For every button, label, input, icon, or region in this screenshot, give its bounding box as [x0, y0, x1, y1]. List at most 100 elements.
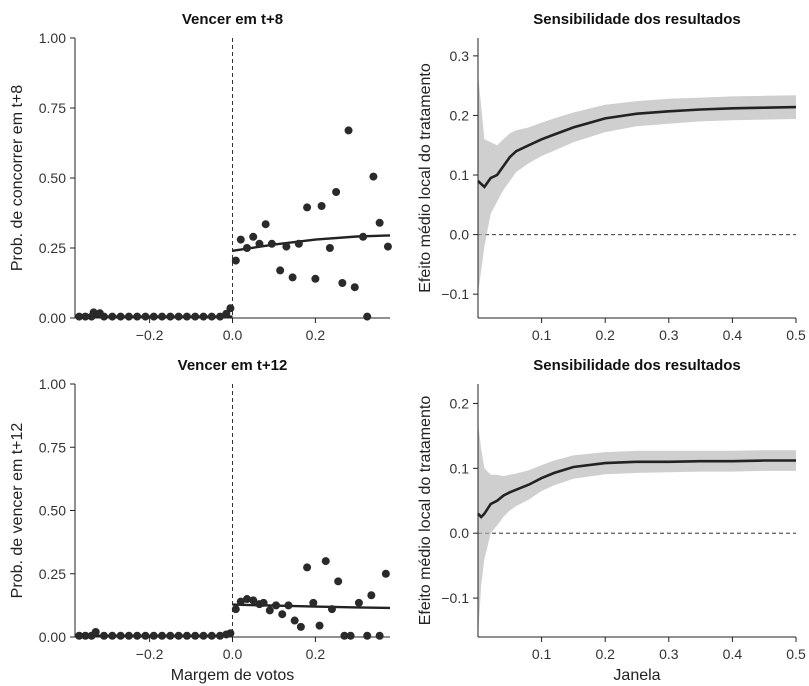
data-point [236, 235, 245, 244]
y-tick-label: 0.25 [39, 566, 66, 582]
data-point [332, 188, 341, 196]
data-point [75, 631, 84, 640]
y-tick-label: 0.2 [450, 395, 470, 411]
y-tick-label: 0.0 [450, 525, 470, 541]
data-point [236, 597, 245, 606]
x-tick-label: 0.1 [532, 646, 552, 662]
data-point [255, 239, 264, 248]
chart-title: Sensibilidade dos resultados [533, 357, 741, 374]
data-point [216, 631, 225, 640]
x-tick-label: 0.5 [786, 646, 806, 662]
data-point [294, 239, 303, 248]
data-point [363, 312, 372, 321]
data-point [311, 274, 320, 283]
data-point [259, 598, 268, 607]
data-point [340, 631, 349, 640]
data-point [81, 312, 90, 321]
data-point [369, 172, 378, 181]
data-point [267, 239, 276, 248]
data-point [91, 627, 100, 636]
data-point [354, 598, 363, 607]
data-point [303, 563, 312, 572]
x-tick-label: 0.2 [306, 646, 326, 662]
y-axis-label: Prob. de concorrer em t+8 [9, 85, 26, 271]
x-tick-label: −0.2 [136, 327, 164, 343]
data-point [149, 631, 158, 640]
data-point [182, 312, 191, 321]
data-point [124, 631, 133, 640]
data-point [278, 610, 287, 619]
data-point [383, 242, 392, 251]
data-point [231, 605, 240, 614]
data-point [166, 312, 175, 321]
data-point [288, 273, 297, 282]
panel-vencer-t12: Vencer em t+12 Prob. de vencer em t+12 Mar… [9, 357, 391, 684]
data-point [207, 312, 216, 321]
data-point [309, 598, 318, 607]
data-point [158, 631, 167, 640]
chart-title: Vencer em t+12 [178, 357, 288, 374]
y-tick-label: 0.75 [39, 100, 66, 116]
data-point [249, 232, 258, 241]
data-point [284, 601, 293, 610]
y-tick-label: 0.00 [39, 629, 66, 645]
y-tick-label: −0.1 [441, 286, 469, 302]
data-point [381, 569, 390, 578]
x-tick-label: −0.2 [136, 646, 164, 662]
data-point [261, 220, 270, 229]
data-point [243, 244, 252, 252]
data-point [226, 304, 235, 313]
x-tick-label: 0.4 [723, 327, 743, 343]
data-point [334, 577, 343, 586]
data-point [191, 631, 200, 640]
data-point [100, 631, 109, 640]
data-point [276, 266, 285, 275]
chart-title: Sensibilidade dos resultados [533, 11, 741, 28]
y-tick-label: 0.0 [450, 227, 470, 243]
y-tick-label: 0.1 [450, 460, 470, 476]
data-point [116, 631, 125, 640]
y-tick-label: 0.50 [39, 170, 66, 186]
data-point [100, 312, 109, 321]
confidence-band [478, 422, 796, 637]
confidence-band [478, 73, 796, 295]
x-tick-label: 0.5 [786, 327, 806, 343]
x-tick-label: 0.4 [723, 646, 743, 662]
data-point [75, 312, 84, 321]
data-point [89, 308, 98, 317]
data-point [199, 312, 208, 321]
data-point [243, 595, 252, 604]
data-point [141, 631, 150, 640]
x-tick-label: 0.0 [223, 327, 243, 343]
x-tick-label: 0.3 [659, 646, 679, 662]
y-tick-label: 0.25 [39, 240, 66, 256]
y-tick-label: 1.00 [39, 376, 66, 392]
data-point [272, 601, 281, 610]
data-point [133, 631, 142, 640]
y-tick-label: 0.3 [450, 48, 470, 64]
data-point [375, 218, 384, 227]
data-point [222, 309, 231, 318]
data-point [321, 557, 330, 566]
x-tick-label: 0.0 [223, 646, 243, 662]
data-point [226, 629, 235, 638]
data-point [199, 631, 208, 640]
data-point [265, 606, 274, 615]
data-point [174, 631, 183, 640]
data-point [116, 312, 125, 321]
data-point [231, 256, 240, 265]
y-tick-label: 1.00 [39, 30, 66, 46]
data-point [108, 312, 117, 321]
data-point [174, 312, 183, 321]
data-point [158, 312, 167, 321]
data-point [367, 591, 376, 600]
x-tick-label: 0.2 [306, 327, 326, 343]
data-point [290, 616, 299, 625]
data-point [303, 203, 312, 212]
data-point [359, 232, 368, 241]
data-point [108, 631, 117, 640]
y-axis-label: Efeito médio local do tratamento [417, 396, 434, 626]
data-point [124, 312, 133, 321]
data-point [315, 621, 324, 630]
